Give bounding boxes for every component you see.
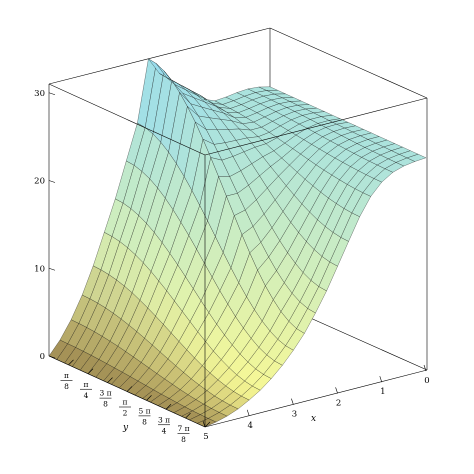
- y-tick-numerator: π: [84, 380, 89, 389]
- z-tick: [48, 267, 56, 271]
- x-tick-label: 4: [247, 421, 252, 431]
- y-tick-denominator: 8: [142, 417, 147, 426]
- y-tick: [165, 404, 172, 410]
- y-tick: [146, 395, 152, 401]
- z-tick: [48, 92, 56, 96]
- y-axis-label: y: [122, 423, 129, 433]
- y-tick: [204, 421, 211, 428]
- x-tick: [379, 376, 383, 383]
- z-tick: [48, 355, 56, 359]
- x-tick: [246, 409, 250, 416]
- y-tick-numerator: 3 π: [158, 415, 170, 424]
- y-tick-denominator: 4: [162, 426, 167, 435]
- y-tick-denominator: 2: [123, 409, 128, 418]
- x-tick-label: 1: [380, 387, 385, 397]
- y-tick-numerator: π: [64, 371, 69, 380]
- y-tick: [87, 368, 94, 374]
- y-tick-numerator: π: [123, 398, 128, 407]
- z-tick-label: 20: [34, 177, 45, 187]
- y-tick-numerator: 7 π: [177, 424, 189, 433]
- box-edge: [204, 97, 428, 156]
- x-tick: [423, 364, 427, 372]
- x-tick-label: 0: [424, 376, 429, 386]
- x-tick-label: 5: [203, 432, 208, 442]
- y-tick-denominator: 8: [103, 400, 108, 409]
- x-tick: [335, 387, 338, 394]
- axis-ticks: 0 10 20 30 0 1 2 3 4 5 π 8 π 4 3 π 8 π 2 5 π 8 3 π 4 7 π 8: [34, 89, 430, 444]
- x-axis-label: x: [311, 414, 316, 424]
- surface-mesh: [48, 58, 427, 428]
- y-tick-denominator: 4: [84, 391, 89, 400]
- y-tick: [68, 359, 74, 366]
- y-tick: [126, 386, 133, 392]
- y-tick: [185, 412, 191, 419]
- y-tick: [107, 377, 113, 383]
- box-edge: [269, 27, 428, 99]
- x-tick-label: 3: [292, 410, 297, 420]
- box-edge: [204, 369, 428, 428]
- z-tick-label: 0: [40, 352, 45, 362]
- z-tick-label: 10: [34, 264, 45, 274]
- z-tick: [48, 180, 56, 183]
- x-tick-label: 2: [336, 398, 341, 408]
- y-tick-numerator: 3 π: [99, 389, 111, 398]
- x-tick: [202, 420, 206, 428]
- y-tick-numerator: 5 π: [138, 406, 150, 415]
- y-tick-denominator: 8: [181, 435, 186, 444]
- y-tick-denominator: 8: [64, 382, 69, 391]
- z-tick-label: 30: [34, 89, 45, 99]
- box-edge: [48, 27, 271, 85]
- x-tick: [291, 398, 294, 405]
- box-edge: [48, 83, 206, 156]
- surface-cell: [406, 154, 427, 162]
